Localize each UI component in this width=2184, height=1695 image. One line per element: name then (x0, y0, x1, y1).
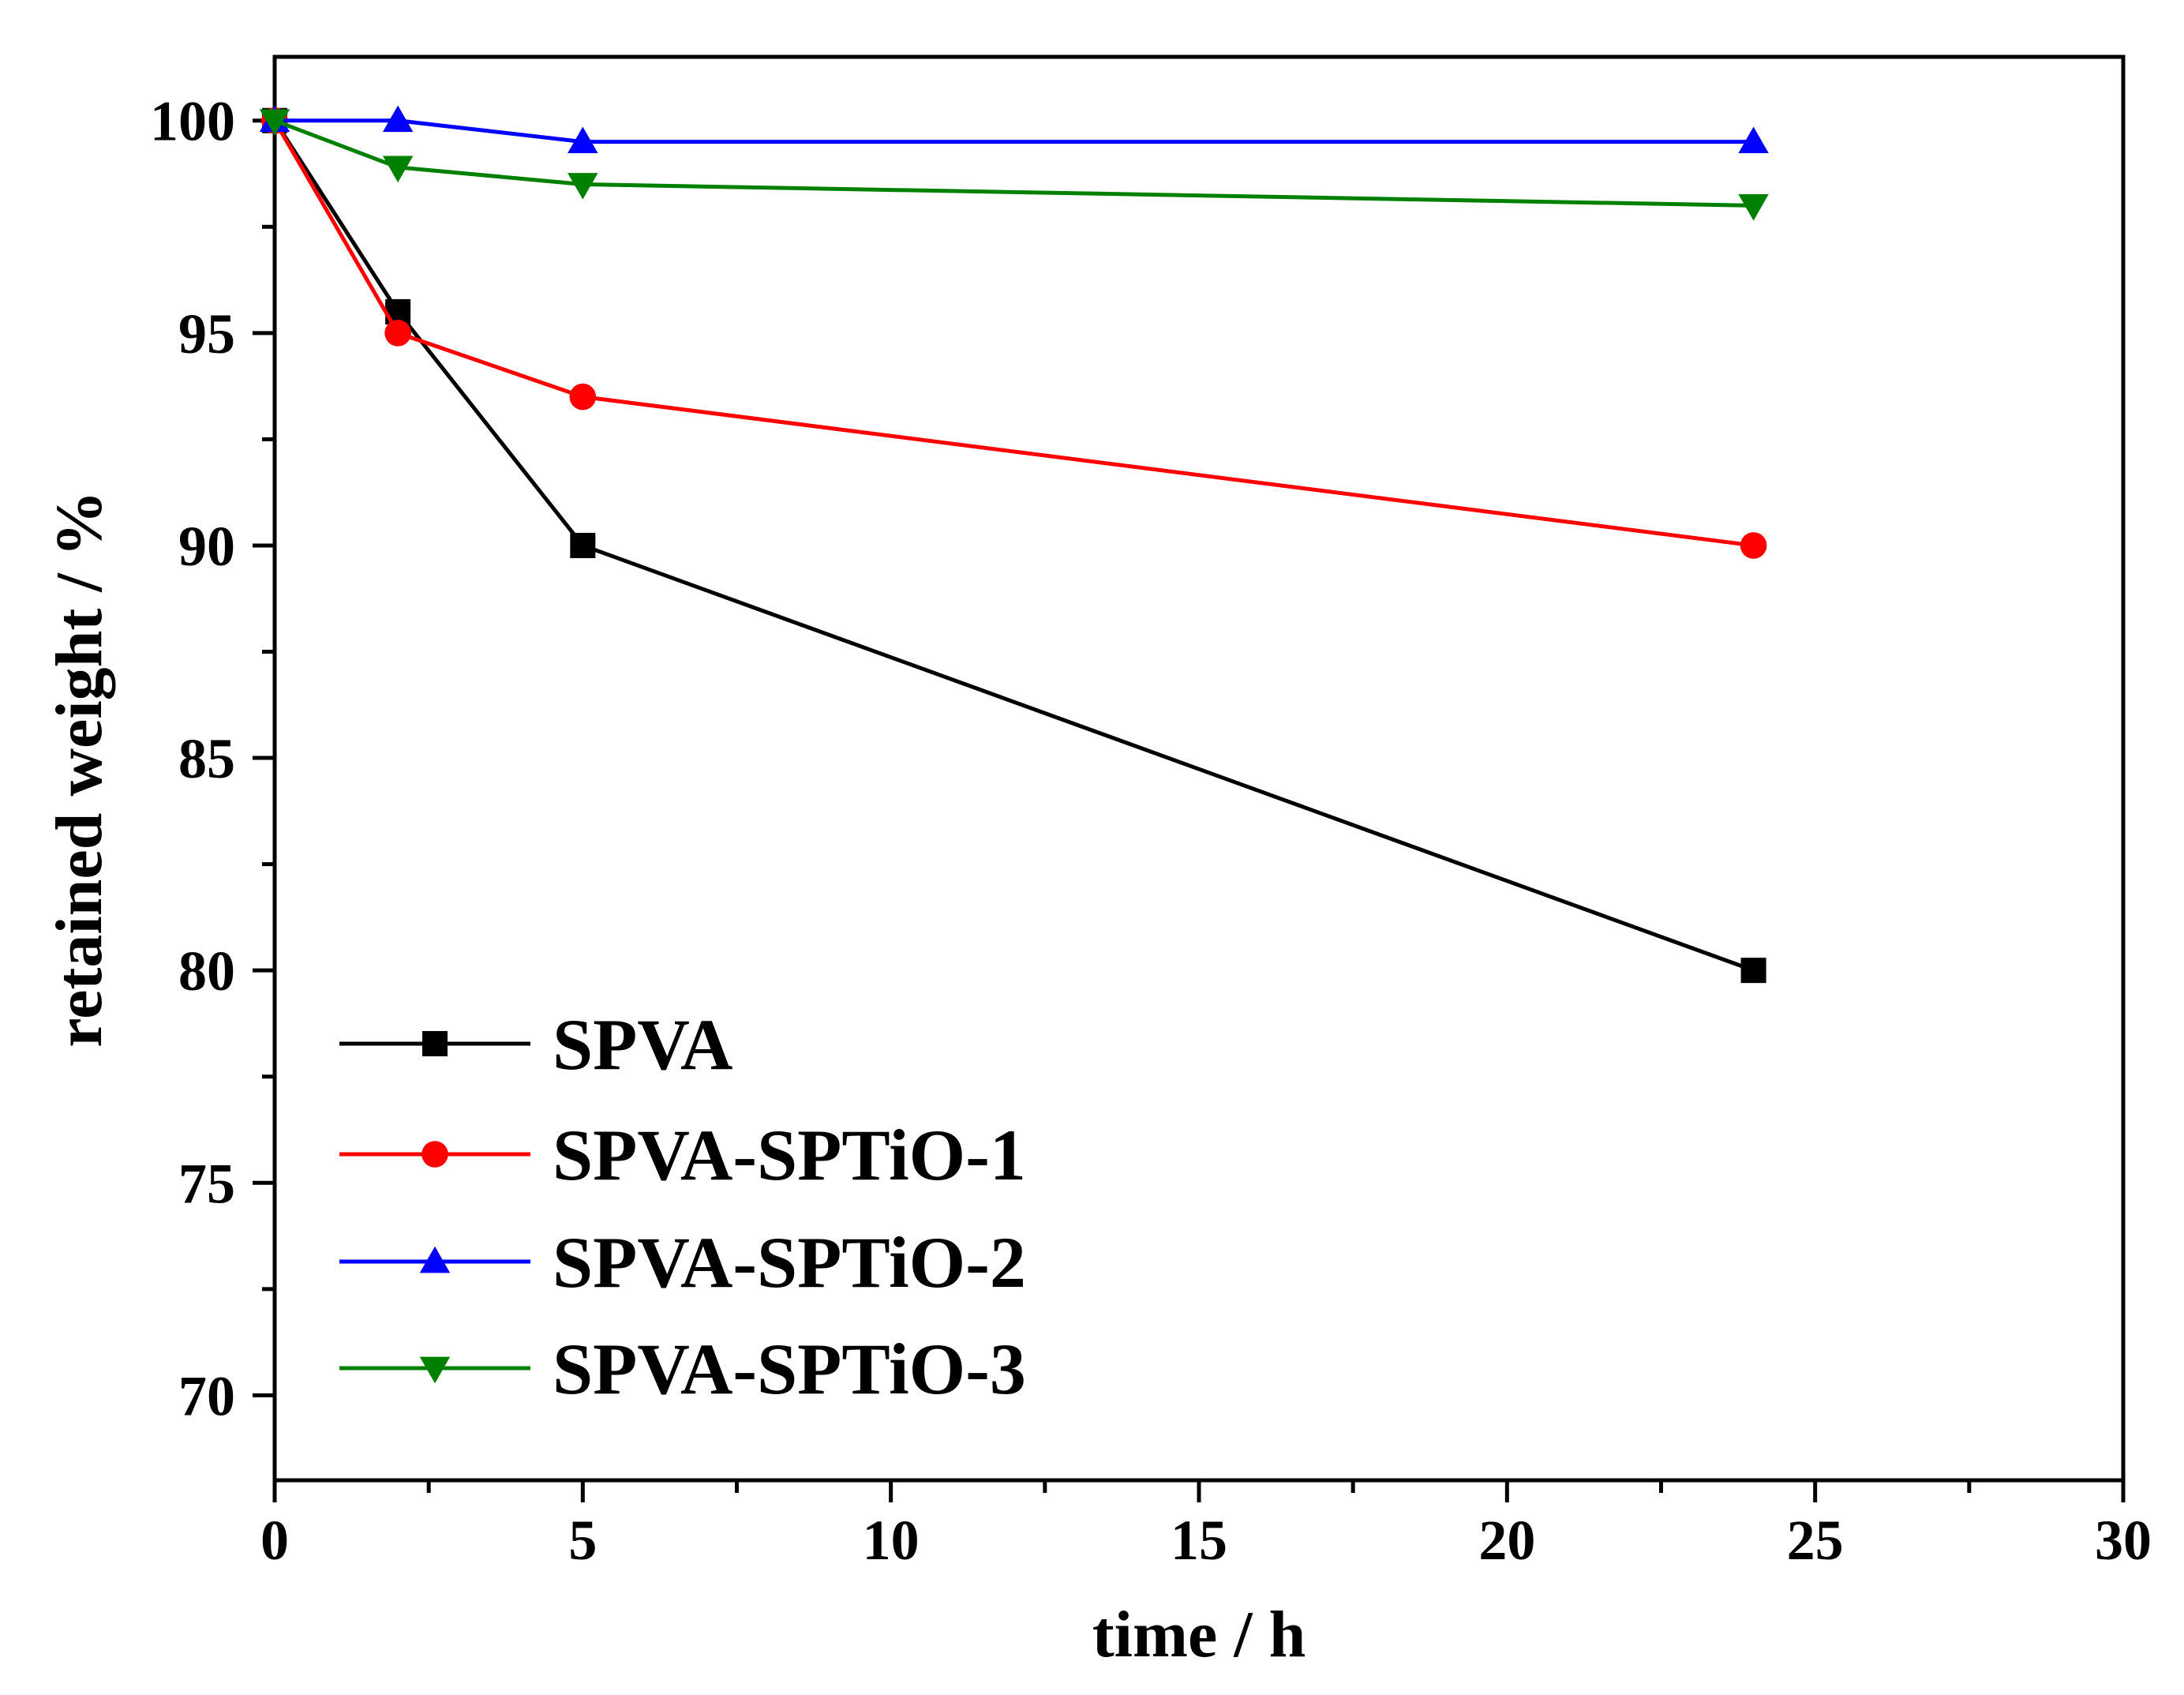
data-point (1740, 532, 1767, 559)
x-tick-label: 20 (1478, 1509, 1535, 1572)
data-point (259, 109, 290, 136)
legend-marker (422, 1031, 448, 1056)
x-tick-label: 0 (260, 1509, 289, 1572)
series-1 (262, 107, 1766, 984)
legend-label: SPVA-SPTiO-2 (553, 1222, 1026, 1303)
legend-label: SPVA-SPTiO-1 (553, 1115, 1026, 1195)
data-point (382, 105, 414, 133)
y-tick-label: 70 (178, 1364, 235, 1427)
y-tick-label: 85 (178, 727, 235, 790)
legend-marker (419, 1356, 451, 1384)
y-tick-label: 90 (178, 515, 235, 578)
legend-label: SPVA-SPTiO-3 (553, 1329, 1026, 1409)
data-point (1738, 126, 1769, 154)
series-line (274, 118, 1754, 208)
legend: SPVA SPVA-SPTiO-1 SPVA-SPTiO-2 SPVA-SPTiO-3 (339, 1004, 1026, 1409)
x-tick-label: 15 (1171, 1509, 1227, 1572)
series-line (275, 118, 1754, 144)
series-group (259, 105, 1769, 984)
data-point (568, 173, 598, 200)
y-tick-label: 95 (178, 302, 235, 366)
data-point (570, 532, 596, 558)
data-point (384, 320, 411, 347)
x-tick-label: 10 (863, 1509, 920, 1572)
data-point (1740, 958, 1766, 984)
data-point (569, 383, 597, 411)
x-tick-label: 30 (2095, 1509, 2152, 1572)
legend-item-3: SPVA-SPTiO-2 (339, 1222, 1026, 1303)
series-line (272, 119, 1754, 548)
legend-marker (421, 1141, 448, 1168)
y-tick-label: 100 (150, 90, 235, 153)
y-axis-title: retained weight / % (43, 490, 116, 1047)
y-tick-label: 80 (178, 939, 235, 1003)
y-tick-label: 75 (178, 1152, 235, 1215)
legend-label: SPVA (553, 1004, 732, 1085)
series-4 (259, 109, 1769, 221)
x-axis-title: time / h (1092, 1598, 1306, 1671)
data-point (1738, 193, 1769, 221)
legend-marker (419, 1246, 451, 1273)
x-tick-label: 5 (568, 1509, 597, 1572)
x-tick-label: 25 (1787, 1509, 1844, 1572)
legend-item-2: SPVA-SPTiO-1 (339, 1115, 1026, 1195)
data-point (568, 126, 598, 154)
series-line (272, 119, 1755, 973)
data-point (382, 156, 414, 183)
y-axis-ticks: 70 75 80 85 90 95 100 (150, 90, 275, 1427)
series-3 (259, 105, 1769, 154)
x-axis-ticks: 0 5 10 15 20 25 30 (260, 1480, 2152, 1572)
legend-item-1: SPVA (339, 1004, 732, 1085)
legend-item-4: SPVA-SPTiO-3 (339, 1329, 1026, 1409)
